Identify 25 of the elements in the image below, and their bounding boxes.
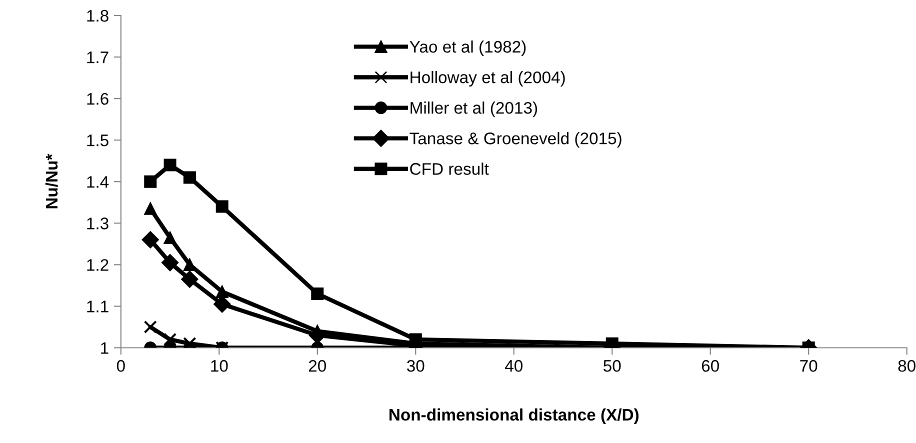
x-tick-label: 80 (898, 360, 916, 372)
y-tick-label: 1.3 (87, 218, 108, 230)
y-tick-label: 1.4 (87, 176, 109, 188)
x-tick-label: 30 (407, 360, 424, 372)
x-tick-label: 40 (504, 360, 522, 372)
y-tick-label: 1.1 (87, 300, 108, 312)
x-tick-label: 70 (800, 360, 818, 372)
y-tick-label: 1.8 (87, 10, 108, 22)
x-tick-label: 10 (211, 360, 228, 372)
legend-label: Miller et al (2013) (410, 102, 538, 118)
y-axis-title: Nu/Nu* (45, 154, 58, 208)
legend-label: Tanase & Groeneveld (2015) (410, 132, 622, 148)
x-tick-label: 0 (116, 360, 125, 372)
x-tick-label: 50 (604, 360, 621, 372)
legend-label: CFD result (410, 162, 489, 175)
x-axis-title: Non-dimensional distance (X/D) (390, 408, 639, 424)
y-tick-label: 1.7 (87, 52, 108, 64)
y-tick-label: 1.6 (87, 92, 108, 105)
y-tick-label: 1.2 (87, 259, 108, 271)
legend-label: Yao et al (1982) (410, 40, 526, 56)
y-tick-label: 1.5 (87, 134, 108, 146)
y-tick-label: 1 (101, 342, 108, 354)
x-tick-label: 60 (702, 360, 719, 372)
x-tick-label: 20 (308, 360, 326, 372)
legend-label: Holloway et al (2004) (410, 71, 565, 87)
